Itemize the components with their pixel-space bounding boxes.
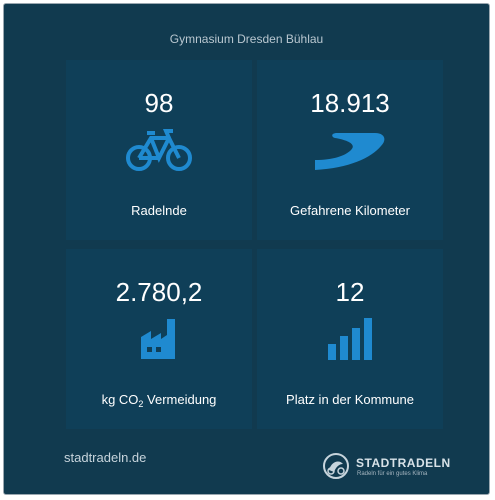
stat-tile-kilometers: 18.913 Gefahrene Kilometer (257, 60, 443, 240)
stadtradeln-widget: Gymnasium Dresden Bühlau 98 Radelnde 18.… (3, 3, 490, 495)
bar-chart-icon (328, 318, 372, 365)
stat-label: Platz in der Kommune (286, 392, 414, 407)
stat-value: 12 (335, 277, 365, 307)
stat-value: 98 (144, 88, 174, 118)
brand-tagline: Radeln für ein gutes Klima (357, 471, 428, 477)
stat-tile-co2: 2.780,2 kg CO2 Vermeidung (66, 249, 252, 429)
stat-label: Radelnde (131, 203, 187, 218)
widget-title: Gymnasium Dresden Bühlau (169, 32, 324, 46)
stat-value: 2.780,2 (115, 277, 203, 307)
website-link[interactable]: stadtradeln.de (64, 450, 147, 465)
factory-icon (139, 319, 179, 364)
stat-label-suffix: Vermeidung (143, 392, 217, 407)
brand-logo-icon (323, 453, 349, 479)
road-icon (313, 130, 387, 177)
stat-label-prefix: kg CO (101, 392, 139, 407)
stat-value: 18.913 (310, 88, 390, 118)
stat-label: Gefahrene Kilometer (290, 203, 410, 218)
stat-tile-participants: 98 Radelnde (66, 60, 252, 240)
stat-tile-rank: 12 Platz in der Kommune (257, 249, 443, 429)
stat-label-subscript: 2 (138, 399, 144, 409)
brand-name: STADTRADELN (356, 456, 451, 470)
brand-logo: STADTRADELN Radeln für ein gutes Klima (322, 452, 472, 486)
bicycle-icon (125, 128, 193, 179)
stat-label: kg CO2 Vermeidung (66, 392, 252, 409)
